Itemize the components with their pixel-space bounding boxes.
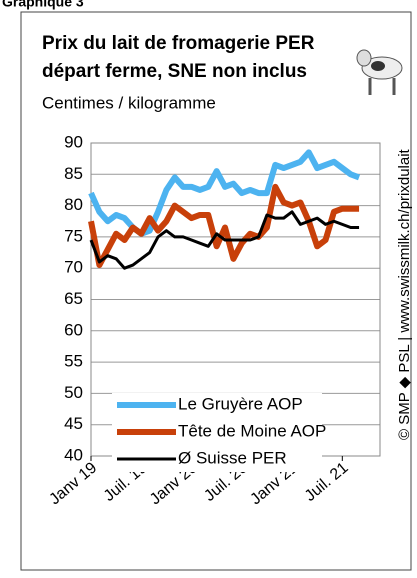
y-tick-label: 55	[64, 352, 83, 371]
series-line	[88, 149, 361, 237]
chart-title: départ ferme, SNE non inclus	[42, 61, 307, 82]
y-tick-label: 60	[64, 320, 83, 339]
chart-title: Prix du lait de fromagerie PER	[42, 33, 315, 54]
y-tick-label: 90	[64, 132, 83, 151]
legend-label: Le Gruyère AOP	[178, 394, 303, 413]
legend-label: Ø Suisse PER	[178, 448, 287, 467]
y-tick-label: 80	[64, 195, 83, 214]
y-tick-label: 65	[64, 289, 83, 308]
credit: © SMP ◆ PSL | www.swissmilk.ch/prixdulai…	[396, 148, 413, 440]
y-tick-label: 50	[64, 383, 83, 402]
header: Graphique 3	[2, 0, 84, 10]
x-tick-label: Janv 19	[46, 459, 100, 508]
y-tick-label: 85	[64, 164, 83, 183]
y-tick-label: 75	[64, 226, 83, 245]
series-line	[89, 210, 360, 270]
cow-icon	[356, 49, 403, 95]
chart-subtitle: Centimes / kilogramme	[42, 93, 216, 112]
y-tick-label: 70	[64, 258, 83, 277]
legend-label: Tête de Moine AOP	[178, 421, 326, 440]
frame	[20, 11, 412, 571]
series-line	[88, 183, 360, 269]
y-tick-label: 40	[64, 445, 83, 464]
y-tick-label: 45	[64, 414, 83, 433]
